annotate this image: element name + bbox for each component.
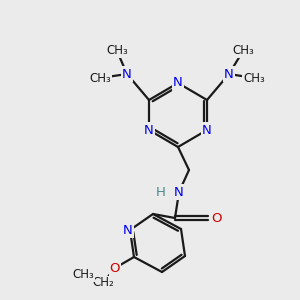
Text: N: N [202,124,212,136]
Text: N: N [224,68,234,80]
Text: N: N [173,76,183,89]
Text: N: N [123,224,133,236]
Text: O: O [211,212,221,224]
Text: H: H [156,185,166,199]
Text: N: N [144,124,154,136]
Text: CH₂: CH₂ [92,277,114,290]
Text: CH₃: CH₃ [232,44,254,58]
Text: CH₃: CH₃ [89,71,111,85]
Text: O: O [110,262,120,275]
Text: N: N [122,68,132,80]
Text: CH₃: CH₃ [72,268,94,281]
Text: N: N [174,185,184,199]
Text: CH₃: CH₃ [106,44,128,58]
Text: CH₃: CH₃ [243,71,265,85]
